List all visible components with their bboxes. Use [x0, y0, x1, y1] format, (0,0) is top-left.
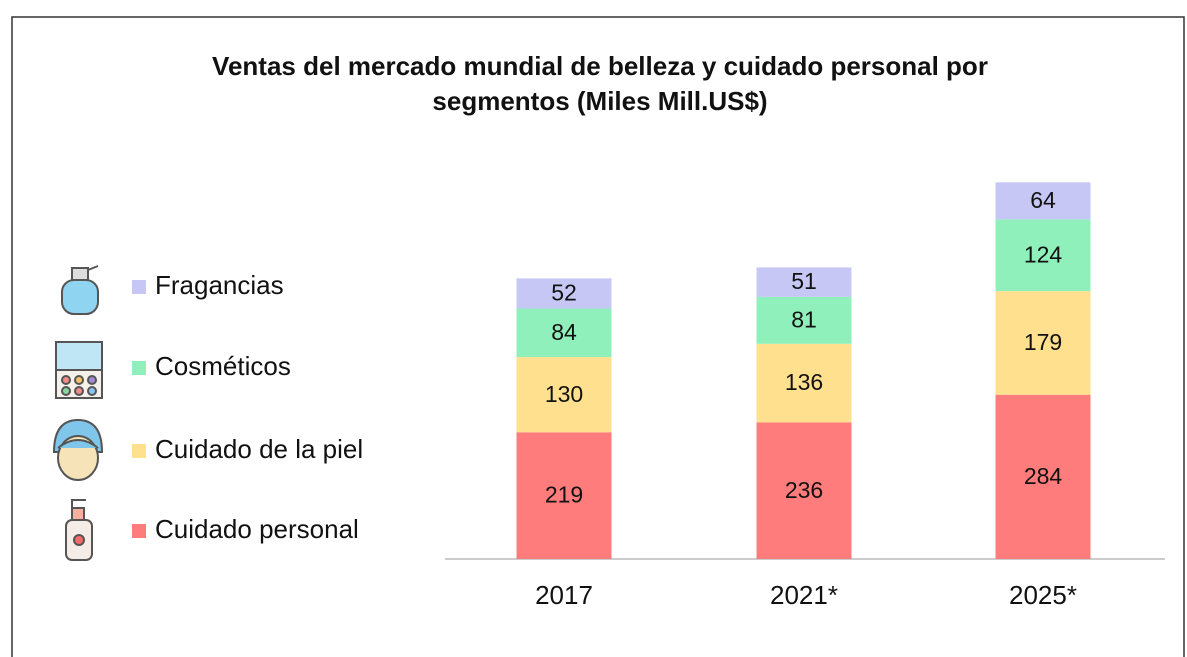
- bar-segment: [995, 182, 1091, 220]
- bar-segment: [756, 267, 852, 297]
- bar-segment: [516, 278, 612, 309]
- legend-swatch: [132, 280, 146, 294]
- x-tick-label: 2017: [535, 580, 593, 610]
- bar-segment: [756, 343, 852, 423]
- bar-segment: [516, 357, 612, 433]
- data-label: 284: [1024, 463, 1063, 489]
- chart-title: Ventas del mercado mundial de belleza y …: [212, 51, 988, 81]
- bar-segment: [756, 422, 852, 559]
- bar-segment: [756, 296, 852, 344]
- data-label: 236: [785, 477, 823, 503]
- legend-swatch: [132, 361, 146, 375]
- bar-segment: [995, 219, 1091, 292]
- legend-swatch: [132, 444, 146, 458]
- legend-label: Fragancias: [155, 270, 284, 300]
- legend-swatch: [132, 524, 146, 538]
- bar-segment: [995, 291, 1091, 395]
- data-label: 64: [1030, 187, 1056, 213]
- x-tick-label: 2021*: [770, 580, 838, 610]
- data-label: 51: [791, 268, 817, 294]
- data-label: 124: [1024, 241, 1063, 267]
- bar-segment: [995, 394, 1091, 559]
- chart-title: segmentos (Miles Mill.US$): [432, 86, 767, 116]
- data-label: 81: [791, 306, 817, 332]
- x-tick-label: 2025*: [1009, 580, 1077, 610]
- bar-segment: [516, 432, 612, 559]
- bar-segment: [516, 308, 612, 358]
- icon-skincare: [52, 418, 104, 481]
- legend-label: Cosméticos: [155, 351, 291, 381]
- legend-label: Cuidado de la piel: [155, 434, 363, 464]
- data-label: 130: [545, 381, 583, 407]
- data-label: 84: [551, 319, 577, 345]
- icon-perfume: [61, 265, 99, 315]
- legend-label: Cuidado personal: [155, 514, 359, 544]
- icon-lotion: [65, 499, 93, 561]
- data-label: 219: [545, 482, 583, 508]
- data-label: 136: [785, 369, 823, 395]
- data-label: 52: [551, 280, 577, 306]
- icon-cosmetics: [55, 341, 103, 399]
- data-label: 179: [1024, 329, 1062, 355]
